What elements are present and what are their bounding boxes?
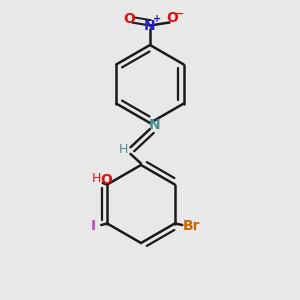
Text: N: N: [149, 118, 160, 132]
Text: O: O: [123, 12, 135, 26]
Text: I: I: [91, 220, 96, 233]
Text: +: +: [152, 14, 161, 24]
Text: Br: Br: [182, 220, 200, 233]
Text: O: O: [167, 11, 178, 25]
Text: O: O: [100, 173, 112, 187]
Text: N: N: [144, 19, 156, 32]
Text: −: −: [174, 9, 184, 19]
Text: H: H: [92, 172, 101, 185]
Text: H: H: [118, 143, 128, 156]
